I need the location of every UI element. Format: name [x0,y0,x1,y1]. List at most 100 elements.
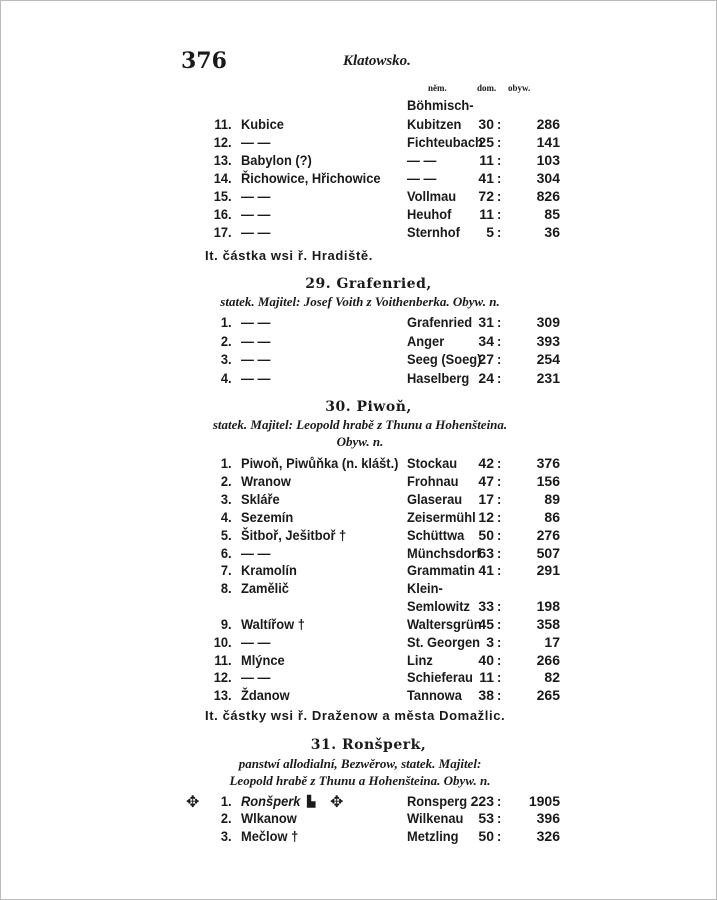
row-number: 17. [213,224,232,240]
separator-colon: : [497,598,502,614]
row-number: 14. [213,170,232,186]
inhabitant-count: 507 [536,545,560,561]
row-number: 10. [213,634,232,650]
inhabitant-count: 393 [536,333,560,349]
house-count: 25 [478,134,494,150]
section-30-heading: 30. Piwoň, [325,399,412,415]
row-number: 3. [220,351,232,367]
separator-colon: : [497,206,502,222]
place-name-czech: — — [241,634,271,650]
place-name-german: Klein- [407,580,443,596]
house-count: 45 [478,616,494,632]
house-count: 17 [478,491,494,507]
row-number: 3. [220,491,232,507]
place-name-german: Metzling [407,828,459,844]
place-name-german: Anger [407,333,445,349]
separator-colon: : [497,793,502,809]
section-28-note: It. částka wsi ř. Hradiště. [205,248,373,263]
inhabitant-count: 291 [536,562,560,578]
row-number: 6. [220,545,232,561]
place-name-czech: Kubice [241,116,284,132]
house-count: 27 [478,351,494,367]
place-name-german: Semlowitz [407,598,470,614]
inhabitant-count: 156 [536,473,560,489]
row-number: 16. [213,206,232,222]
place-name-german: Sternhof [407,224,460,240]
house-count: 40 [478,652,494,668]
inhabitant-count: 396 [536,810,560,826]
place-name-german: Haselberg [407,370,470,386]
place-name-german: Vollmau [407,188,457,204]
place-name-czech: — — [241,545,271,561]
place-name-czech: Piwoň, Piwůňka (n. klášt.) [241,455,399,471]
separator-colon: : [497,634,502,650]
separator-colon: : [497,669,502,685]
row-number: 12. [213,669,232,685]
separator-colon: : [497,116,502,132]
inhabitant-count: 198 [536,598,560,614]
house-count: 30 [478,116,494,132]
place-name-german: — — [407,170,437,186]
place-name-czech: Zamělič [241,580,289,596]
separator-colon: : [497,810,502,826]
section-31-owner-line-2: Leopold hrabě z Thunu a Hohenšteina. Oby… [229,773,491,788]
house-count: 12 [478,509,494,525]
place-name-czech: Sezemín [241,509,294,525]
place-name-german: — — [407,152,437,168]
house-count: 50 [478,828,494,844]
section-31-owner-line-1: panstwí allodialní, Bezwěrow, statek. Ma… [238,756,482,771]
place-name-czech: Ronšperk [241,793,301,809]
running-head: Klatowsko. [343,53,411,69]
place-name-czech: — — [241,134,271,150]
separator-colon: : [497,455,502,471]
house-count: 33 [478,598,494,614]
place-name-czech: Wlkanow [241,810,297,826]
separator-colon: : [497,509,502,525]
row-number: 2. [220,333,232,349]
row-number: 4. [220,370,232,386]
house-count: 72 [478,188,494,204]
row-number: 7. [220,562,232,578]
house-count: 42 [478,455,494,471]
place-name-czech: — — [241,351,271,367]
row-number: 1. [220,314,232,330]
place-name-german: Fichteubach [407,134,483,150]
inhabitant-count: 309 [536,314,560,330]
inhabitant-count: 276 [536,527,560,543]
house-count: 5 [486,224,494,240]
place-name-czech: Šitboř, Ješitboř † [241,527,347,543]
place-name-czech: Waltířow † [241,616,305,632]
house-count: 11 [479,206,494,222]
inhabitant-count: 103 [536,152,560,168]
house-count: 38 [478,687,494,703]
row-number: 2. [220,473,232,489]
inhabitant-count: 326 [536,828,560,844]
house-count: 41 [478,170,494,186]
separator-colon: : [497,491,502,507]
place-name-german: Stockau [407,455,458,471]
separator-colon: : [497,333,502,349]
separator-colon: : [497,652,502,668]
place-name-czech: — — [241,669,271,685]
row-number: 5. [220,527,232,543]
column-header-inhabitants: obyw. [508,83,531,93]
separator-colon: : [497,188,502,204]
house-count: 11 [479,152,494,168]
inhabitant-count: 358 [536,616,560,632]
castle-icon: ▙ [307,796,316,808]
place-name-german: Ronsperg [407,793,468,809]
place-name-german: Heuhof [407,206,452,222]
house-count: 223 [470,793,494,809]
row-number: 12. [213,134,232,150]
column-header-houses: dom. [477,83,497,93]
row-number: 15. [213,188,232,204]
inhabitant-count: 89 [544,491,560,507]
place-name-german: Glaserau [407,491,463,507]
inhabitant-count: 1905 [528,793,560,809]
ornament-icon: ✥ [330,794,344,811]
row-number: 2. [220,810,232,826]
place-name-czech: Babylon (?) [241,152,312,168]
separator-colon: : [497,473,502,489]
place-name-czech: — — [241,314,271,330]
row-number: 9. [220,616,232,632]
